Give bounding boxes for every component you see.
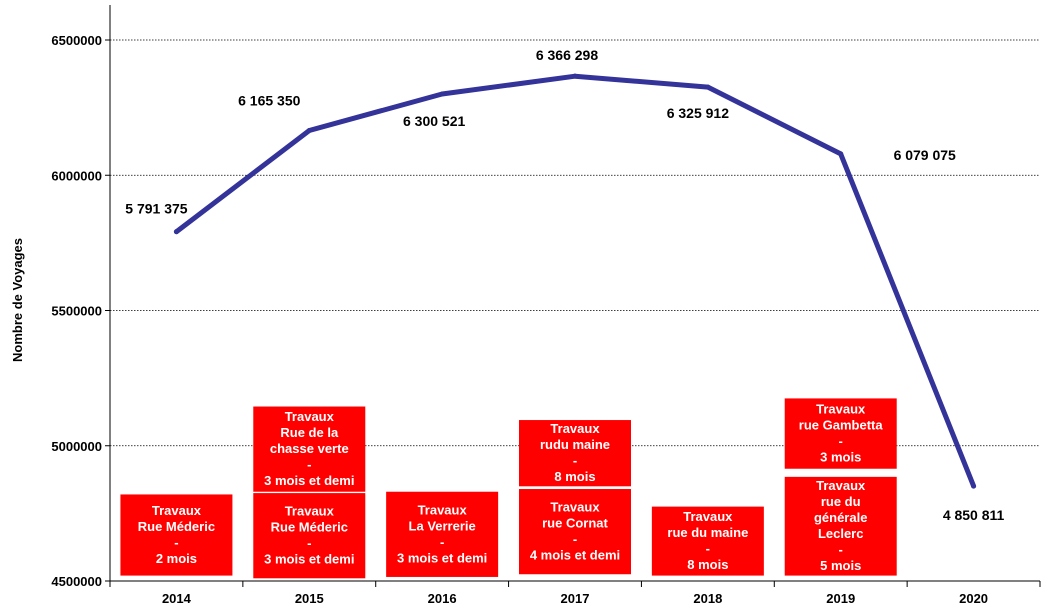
- data-point: [572, 73, 578, 79]
- annotation-text: 8 mois: [687, 557, 728, 572]
- annotation-rect: [784, 476, 897, 576]
- data-label: 6 079 075: [894, 147, 956, 163]
- annotation-text: rue du: [821, 494, 861, 509]
- annotation-rect: [784, 398, 897, 469]
- annotation-text: Travaux: [550, 500, 600, 515]
- annotation-text: rue Cornat: [542, 516, 608, 531]
- annotation-text: La Verrerie: [409, 518, 476, 533]
- y-tick-label: 4500000: [51, 574, 102, 589]
- data-labels: 5 791 375 6 165 350 6 300 521 6 366 298 6 32…: [125, 47, 1004, 523]
- y-tick-label: 5000000: [51, 439, 102, 454]
- annotation-text: -: [839, 434, 843, 449]
- annotation-text: 5 mois: [820, 558, 861, 573]
- data-point: [306, 128, 312, 134]
- data-label: 6 165 350: [238, 93, 300, 109]
- series: [173, 73, 977, 489]
- x-tick-label: 2015: [295, 591, 324, 606]
- axes: [109, 5, 1040, 582]
- annotation-text: Rue Méderic: [271, 520, 348, 535]
- data-point: [971, 483, 977, 489]
- y-ticks: 4500000 5000000 5500000 6000000 6500000: [51, 33, 110, 589]
- x-tick-label: 2019: [826, 591, 855, 606]
- annotation-text: -: [174, 535, 178, 550]
- annotation-text: chasse verte: [270, 441, 349, 456]
- data-point: [173, 229, 179, 235]
- annotation-text: -: [706, 541, 710, 556]
- annotation-text: Travaux: [816, 402, 866, 417]
- data-label: 6 300 521: [403, 113, 465, 129]
- data-point: [439, 91, 445, 97]
- x-tick-label: 2017: [561, 591, 590, 606]
- x-tick-label: 2014: [162, 591, 192, 606]
- annotation-text: Rue Méderic: [138, 519, 215, 534]
- annotation-rect: [519, 420, 631, 487]
- annotation-rect: [253, 406, 366, 492]
- annotation-text: 3 mois et demi: [264, 552, 354, 567]
- annotation-text: Travaux: [152, 503, 202, 518]
- annotation-text: -: [440, 534, 444, 549]
- annotation-text: Travaux: [683, 509, 733, 524]
- annotation-text: Travaux: [418, 502, 468, 517]
- annotation-rect: [386, 491, 499, 577]
- annotation-rect: [120, 494, 233, 576]
- data-label: 6 325 912: [667, 105, 729, 121]
- x-tick-label: 2018: [693, 591, 722, 606]
- annotation-text: Travaux: [285, 504, 335, 519]
- annotation-text: rudu maine: [540, 437, 610, 452]
- annotation-text: -: [307, 457, 311, 472]
- x-ticks: 2014 2015 2016 2017 2018 2019 2020: [109, 581, 1041, 606]
- annotation-text: Leclerc: [818, 526, 864, 541]
- y-tick-label: 5500000: [51, 304, 102, 319]
- x-tick-label: 2016: [428, 591, 457, 606]
- annotation-text: 3 mois et demi: [397, 550, 487, 565]
- annotation-text: rue Gambetta: [799, 418, 884, 433]
- annotation-text: -: [573, 532, 577, 547]
- annotation-text: Travaux: [285, 409, 335, 424]
- annotation-text: Travaux: [816, 478, 866, 493]
- y-tick-label: 6500000: [51, 33, 102, 48]
- data-label: 6 366 298: [536, 47, 598, 63]
- annotation-text: -: [839, 542, 843, 557]
- annotation-text: 3 mois: [820, 450, 861, 465]
- data-label: 5 791 375: [125, 201, 187, 217]
- data-label: 4 850 811: [943, 507, 1005, 523]
- annotation-text: rue du maine: [667, 525, 748, 540]
- y-axis-label: Nombre de Voyages: [10, 238, 25, 362]
- annotation-rect: [519, 489, 631, 575]
- annotation-text: Rue de la: [280, 425, 339, 440]
- annotation-text: -: [573, 453, 577, 468]
- y-tick-label: 6000000: [51, 168, 102, 183]
- x-tick-label: 2020: [959, 591, 988, 606]
- annotation-text: 3 mois et demi: [264, 473, 354, 488]
- annotation-rect: [651, 506, 764, 576]
- data-point: [838, 151, 844, 157]
- annotation-text: Travaux: [550, 421, 600, 436]
- annotation-text: générale: [814, 510, 867, 525]
- annotation-text: -: [307, 536, 311, 551]
- annotation-text: 4 mois et demi: [530, 548, 620, 563]
- annotation-rect: [253, 493, 366, 579]
- annotation-text: 2 mois: [156, 551, 197, 566]
- annotation-text: 8 mois: [554, 469, 595, 484]
- data-point: [705, 84, 711, 90]
